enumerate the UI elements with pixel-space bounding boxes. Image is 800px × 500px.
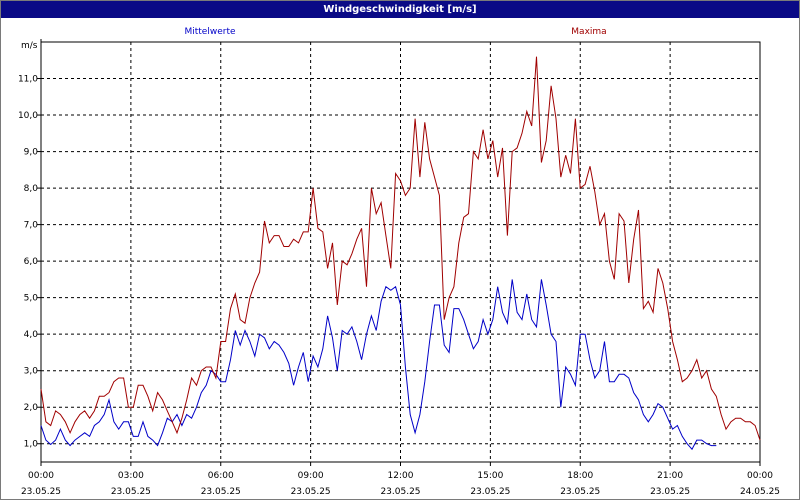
x-tick-time-label: 12:00 — [388, 471, 414, 481]
y-tick-label: 11,0 — [18, 75, 38, 85]
y-tick-label: 5,0 — [24, 294, 39, 304]
y-tick-label: 9,0 — [24, 148, 39, 158]
grid-lines — [41, 42, 760, 462]
x-tick-time-label: 06:00 — [208, 471, 234, 481]
axes — [37, 39, 761, 466]
y-tick-label: 6,0 — [24, 257, 39, 267]
x-tick-time-label: 18:00 — [567, 471, 593, 481]
x-tick-time-label: 15:00 — [477, 471, 503, 481]
y-axis-unit-label: m/s — [21, 41, 38, 51]
x-tick-date-label: 23.05.25 — [201, 487, 241, 497]
legend-mittelwerte: Mittelwerte — [184, 27, 235, 37]
x-tick-date-label: 23.05.25 — [650, 487, 690, 497]
x-tick-time-label: 00:00 — [747, 471, 773, 481]
y-tick-label: 1,0 — [24, 440, 39, 450]
legend-maxima: Maxima — [571, 27, 606, 37]
x-tick-date-label: 24.05.25 — [740, 487, 780, 497]
x-tick-date-label: 23.05.25 — [21, 487, 61, 497]
y-tick-label: 3,0 — [24, 367, 39, 377]
y-tick-label: 8,0 — [24, 184, 39, 194]
y-tick-label: 7,0 — [24, 221, 39, 231]
y-tick-label: 10,0 — [18, 111, 38, 121]
x-tick-time-label: 21:00 — [657, 471, 683, 481]
x-tick-date-label: 23.05.25 — [380, 487, 420, 497]
x-tick-time-label: 03:00 — [118, 471, 144, 481]
series-line-mittelwerte — [40, 279, 717, 451]
data-series — [40, 56, 761, 451]
axis-labels: m/s Mittelwerte Maxima 1,0 2,0 3,0 4,0 5,0 6,… — [18, 27, 780, 497]
x-tick-time-label: 00:00 — [28, 471, 54, 481]
series-line-maxima — [40, 56, 761, 441]
y-tick-label: 4,0 — [24, 330, 39, 340]
x-tick-date-label: 23.05.25 — [111, 487, 151, 497]
window-title: Windgeschwindigkeit [m/s] — [1, 1, 799, 18]
x-tick-date-label: 23.05.25 — [470, 487, 510, 497]
x-tick-time-label: 09:00 — [298, 471, 324, 481]
y-tick-label: 2,0 — [24, 403, 39, 413]
x-tick-date-label: 23.05.25 — [291, 487, 331, 497]
x-tick-date-label: 23.05.25 — [560, 487, 600, 497]
